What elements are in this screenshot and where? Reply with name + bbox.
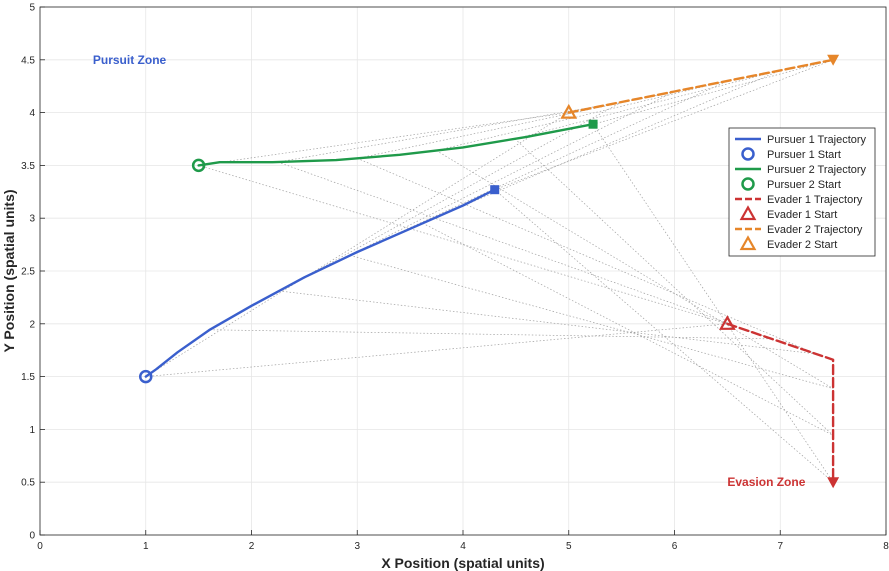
y-tick-label: 1.5 xyxy=(21,372,35,383)
series-1-end-marker xyxy=(490,185,500,195)
series-4-line xyxy=(567,58,835,114)
series-2-end-marker xyxy=(588,119,598,129)
series-3-end-marker xyxy=(827,477,840,489)
series-3-start-marker xyxy=(718,315,736,330)
legend-marker-swatch xyxy=(739,235,757,251)
y-tick-label: 0.5 xyxy=(21,478,35,489)
connection-line xyxy=(145,112,569,377)
y-tick-label: 0 xyxy=(29,531,35,542)
x-tick-label: 6 xyxy=(672,541,678,552)
x-tick-label: 0 xyxy=(37,541,43,552)
series-group xyxy=(139,54,840,489)
x-tick-label: 7 xyxy=(777,541,783,552)
annotations: Pursuit Zone Evasion Zone xyxy=(93,53,806,489)
legend-marker-swatch xyxy=(741,147,755,161)
legend-box xyxy=(728,127,876,257)
legend-entry: Pursuer 1 Start xyxy=(767,149,841,161)
x-tick-label: 3 xyxy=(354,541,360,552)
series-1-line xyxy=(144,188,496,378)
legend-entry: Pursuer 1 Trajectory xyxy=(767,134,867,146)
zone-annotation: Pursuit Zone xyxy=(93,53,167,67)
connection-line xyxy=(198,112,569,166)
series-2-line xyxy=(197,123,595,167)
series-4-start-marker xyxy=(560,103,578,119)
tick-labels: 0 1 2 3 4 5 6 7 8 0 0.5 1 1.5 2 2.5 3 3.5 4 4.5 5 xyxy=(21,3,889,553)
series-4-end-marker xyxy=(827,54,840,66)
connection-line xyxy=(494,59,834,191)
connection-line xyxy=(514,70,781,140)
y-tick-label: 2.5 xyxy=(21,267,35,278)
connection-line xyxy=(279,290,817,355)
series-1-start-marker xyxy=(139,369,153,384)
legend-entry: Evader 2 Start xyxy=(767,239,837,251)
y-tick-label: 2 xyxy=(29,319,35,330)
y-axis-label: Y Position (spatial units) xyxy=(1,189,17,352)
legend-entry: Pursuer 2 Start xyxy=(767,179,841,191)
series-3-line xyxy=(726,322,835,484)
y-tick-label: 4.5 xyxy=(21,55,35,66)
legend-marker-swatch xyxy=(739,205,757,221)
legend: Pursuer 1 Trajectory Pursuer 1 Start Pursu… xyxy=(728,127,876,257)
y-tick-label: 3.5 xyxy=(21,161,35,172)
y-tick-label: 5 xyxy=(29,3,35,14)
connection-line xyxy=(350,255,834,389)
connection-line xyxy=(436,80,728,151)
connection-line xyxy=(357,158,817,355)
x-axis-label: X Position (spatial units) xyxy=(381,555,544,571)
connection-line xyxy=(349,80,728,256)
connection-line xyxy=(209,329,772,340)
zone-annotation: Evasion Zone xyxy=(727,475,805,489)
connection-line xyxy=(592,59,834,125)
series-2-start-marker xyxy=(191,158,206,173)
connection-line xyxy=(436,150,834,389)
y-tick-label: 4 xyxy=(29,108,35,119)
x-tick-label: 1 xyxy=(143,541,149,552)
legend-marker-swatch xyxy=(741,177,755,191)
y-tick-label: 1 xyxy=(29,425,35,436)
x-tick-label: 2 xyxy=(249,541,255,552)
legend-entry: Evader 1 Start xyxy=(767,209,837,221)
connection-line xyxy=(198,165,728,325)
x-tick-label: 5 xyxy=(566,541,572,552)
connection-line xyxy=(514,138,834,436)
legend-entry: Pursuer 2 Trajectory xyxy=(767,164,867,176)
x-tick-label: 4 xyxy=(460,541,466,552)
x-tick-label: 8 xyxy=(883,541,889,552)
y-tick-label: 3 xyxy=(29,214,35,225)
legend-entry: Evader 2 Trajectory xyxy=(767,224,863,236)
legend-entry: Evader 1 Trajectory xyxy=(767,194,863,206)
connection-line xyxy=(494,189,834,483)
